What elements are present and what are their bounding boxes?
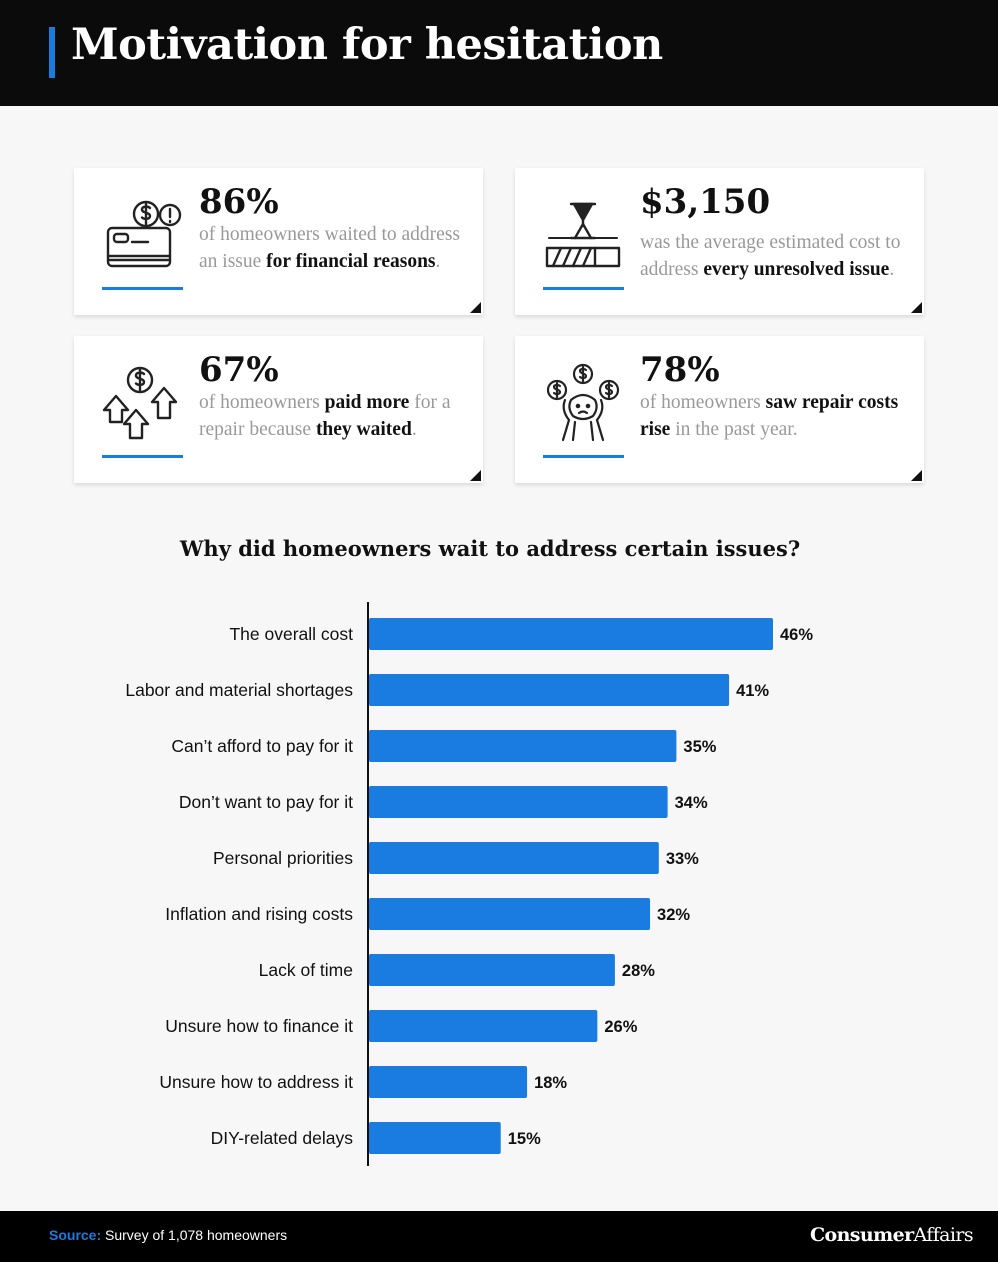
consumeraffairs-logo: ConsumerAffairs <box>809 1224 974 1246</box>
corner-marker <box>470 302 481 313</box>
bar <box>369 618 773 650</box>
bar <box>369 954 615 986</box>
bar <box>369 730 677 762</box>
header-banner: Motivation for hesitation <box>0 0 998 106</box>
bar <box>369 786 668 818</box>
value-label: 33% <box>666 850 699 868</box>
source-label: Source: <box>49 1227 102 1243</box>
category-label: Unsure how to address it <box>159 1072 353 1092</box>
value-label: 34% <box>675 794 708 812</box>
card-divider <box>102 287 183 290</box>
header-accent-bar <box>49 27 55 78</box>
stat-value: 78% <box>640 350 720 390</box>
source-note: Source: Survey of 1,078 homeowners <box>49 1227 287 1243</box>
bar <box>369 674 730 706</box>
card-divider <box>543 287 624 290</box>
card-divider <box>102 455 183 458</box>
bar <box>369 1010 598 1042</box>
money-arrows-up-icon <box>102 366 178 440</box>
value-label: 28% <box>622 962 655 980</box>
value-label: 32% <box>657 906 690 924</box>
corner-marker <box>911 470 922 481</box>
footer: Source: Survey of 1,078 homeowners Consu… <box>0 1211 998 1262</box>
category-label: Personal priorities <box>213 848 353 868</box>
category-label: Labor and material shortages <box>125 680 353 700</box>
stat-card-costs-rise: 78% of homeowners saw repair costs rise … <box>515 336 924 483</box>
category-label: DIY-related delays <box>211 1128 354 1148</box>
category-label: Lack of time <box>259 960 353 980</box>
stat-description: of homeowners waited to address an issue… <box>199 224 461 272</box>
category-label: The overall cost <box>229 624 353 644</box>
category-label: Unsure how to finance it <box>165 1016 353 1036</box>
value-label: 26% <box>604 1018 637 1036</box>
chart-title: Why did homeowners wait to address certa… <box>179 536 801 561</box>
bar <box>369 1122 501 1154</box>
category-label: Can’t afford to pay for it <box>171 736 353 756</box>
bar <box>369 898 651 930</box>
stat-value: 67% <box>199 350 279 390</box>
value-label: 35% <box>683 738 716 756</box>
page-title: Motivation for hesitation <box>71 20 663 70</box>
value-label: 46% <box>780 626 813 644</box>
stat-card-financial: 86% of homeowners waited to address an i… <box>74 168 483 315</box>
value-label: 15% <box>508 1130 541 1148</box>
bar-chart: The overall cost 46% Labor and material sh… <box>125 602 813 1166</box>
stat-description: was the average estimated cost to addres… <box>640 232 901 280</box>
stressed-person-coins-icon <box>546 363 620 442</box>
stat-description: of homeowners saw repair costs rise in t… <box>640 392 899 440</box>
hourglass-progress-icon <box>545 202 621 268</box>
stat-card-paid-more: 67% of homeowners paid more for a repair… <box>74 336 483 483</box>
stat-card-average-cost: $3,150 was the average estimated cost to… <box>515 168 924 315</box>
value-label: 41% <box>736 682 769 700</box>
stat-value: $3,150 <box>640 182 771 222</box>
bar <box>369 842 659 874</box>
value-label: 18% <box>534 1074 567 1092</box>
category-label: Inflation and rising costs <box>165 904 353 924</box>
category-label: Don’t want to pay for it <box>179 792 353 812</box>
card-divider <box>543 455 624 458</box>
corner-marker <box>470 470 481 481</box>
stat-value: 86% <box>199 182 279 222</box>
credit-card-money-alert-icon <box>106 200 182 268</box>
bar <box>369 1066 528 1098</box>
source-text: Survey of 1,078 homeowners <box>101 1227 288 1243</box>
corner-marker <box>911 302 922 313</box>
stat-description: of homeowners paid more for a repair bec… <box>199 392 451 440</box>
